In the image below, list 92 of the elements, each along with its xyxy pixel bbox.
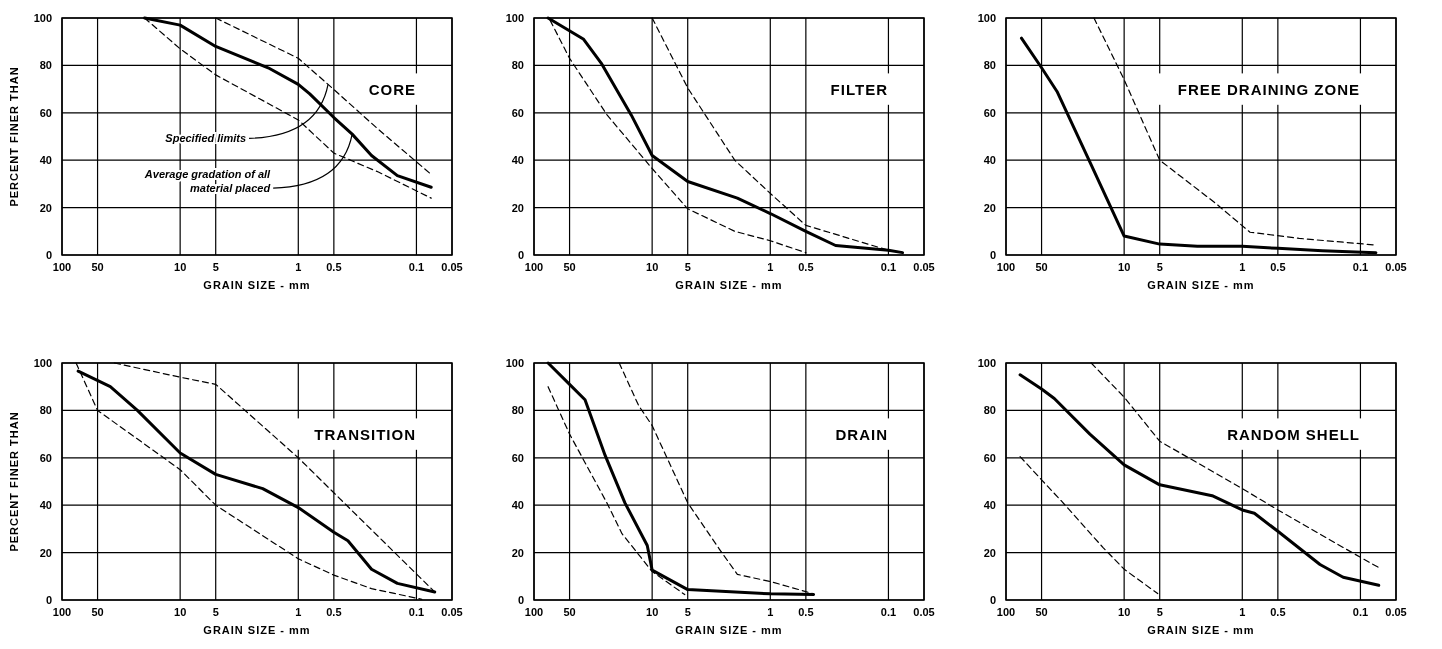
x-tick-label: 1: [295, 261, 302, 273]
x-tick-label: 50: [563, 606, 576, 618]
y-tick-label: 20: [39, 201, 52, 214]
x-tick-label: 50: [91, 261, 104, 273]
x-tick-label: 0.1: [1352, 606, 1369, 618]
x-tick-label: 0.05: [441, 261, 463, 273]
x-tick-label: 1: [767, 606, 774, 618]
x-axis-title: GRAIN SIZE - mm: [1147, 279, 1255, 291]
x-tick-label: 10: [174, 261, 187, 273]
x-tick-label: 0.5: [326, 261, 342, 273]
x-axis-title: GRAIN SIZE - mm: [203, 279, 311, 291]
y-tick-label: 100: [33, 357, 52, 369]
y-tick-label: 100: [977, 357, 996, 369]
y-tick-label: 0: [989, 594, 996, 606]
x-tick-label: 10: [174, 606, 187, 618]
x-tick-label: 1: [1239, 261, 1246, 273]
y-tick-label: 0: [517, 249, 524, 261]
y-tick-label: 40: [983, 499, 996, 512]
x-axis-title: GRAIN SIZE - mm: [203, 624, 311, 636]
y-tick-label: 0: [517, 594, 524, 606]
x-tick-label: 0.5: [326, 606, 342, 618]
x-tick-label: 5: [212, 261, 219, 273]
y-tick-label: 60: [511, 451, 524, 464]
x-axis-title: GRAIN SIZE - mm: [675, 279, 783, 291]
x-tick-label: 5: [212, 606, 219, 618]
x-tick-label: 1: [295, 606, 302, 618]
x-axis-title: GRAIN SIZE - mm: [1147, 624, 1255, 636]
text: RANDOM SHELL: [1227, 426, 1360, 444]
text: DRAIN: [835, 426, 888, 444]
y-tick-label: 40: [39, 154, 52, 167]
x-tick-label: 0.1: [408, 261, 425, 273]
x-tick-label: 50: [563, 261, 576, 273]
y-tick-label: 20: [983, 201, 996, 214]
x-tick-label: 0.5: [798, 261, 814, 273]
y-tick-label: 60: [39, 451, 52, 464]
y-tick-label: 0: [989, 249, 996, 261]
x-tick-label: 0.05: [441, 606, 463, 618]
x-tick-label: 0.5: [1270, 606, 1286, 618]
y-tick-label: 80: [983, 404, 996, 417]
x-tick-label: 5: [1156, 606, 1163, 618]
y-tick-label: 60: [39, 106, 52, 119]
x-tick-label: 0.05: [1385, 261, 1407, 273]
x-tick-label: 10: [1118, 261, 1131, 273]
x-tick-label: 10: [646, 261, 659, 273]
y-tick-label: 40: [39, 499, 52, 512]
y-axis-title: PERCENT FINER THAN: [8, 66, 20, 207]
x-tick-label: 5: [1156, 261, 1163, 273]
x-tick-label: 10: [646, 606, 659, 618]
y-tick-label: 80: [983, 59, 996, 72]
y-tick-label: 20: [983, 546, 996, 559]
x-tick-label: 1: [767, 261, 774, 273]
y-tick-label: 40: [983, 154, 996, 167]
y-tick-label: 0: [45, 249, 52, 261]
y-tick-label: 40: [511, 499, 524, 512]
x-tick-label: 0.1: [408, 606, 425, 618]
x-tick-label: 5: [684, 261, 691, 273]
x-tick-label: 0.5: [1270, 261, 1286, 273]
x-tick-label: 50: [1035, 261, 1048, 273]
text: TRANSITION: [314, 426, 416, 444]
y-tick-label: 20: [511, 546, 524, 559]
x-tick-label: 0.1: [1352, 261, 1369, 273]
text: CORE: [368, 81, 416, 99]
y-tick-label: 20: [39, 546, 52, 559]
x-tick-label: 0.05: [913, 606, 935, 618]
x-tick-label: 0.1: [880, 261, 897, 273]
y-tick-label: 100: [977, 12, 996, 24]
y-tick-label: 60: [983, 451, 996, 464]
y-tick-label: 20: [511, 201, 524, 214]
y-tick-label: 80: [511, 59, 524, 72]
x-tick-label: 10: [1118, 606, 1131, 618]
x-tick-label: 5: [684, 606, 691, 618]
y-tick-label: 100: [505, 357, 524, 369]
y-tick-label: 0: [45, 594, 52, 606]
x-tick-label: 50: [1035, 606, 1048, 618]
x-tick-label: 1: [1239, 606, 1246, 618]
y-tick-label: 60: [983, 106, 996, 119]
x-axis-title: GRAIN SIZE - mm: [675, 624, 783, 636]
y-tick-label: 100: [33, 12, 52, 24]
text: FILTER: [830, 81, 888, 99]
y-axis-title: PERCENT FINER THAN: [8, 411, 20, 552]
y-tick-label: 100: [505, 12, 524, 24]
text: FREE DRAINING ZONE: [1177, 81, 1360, 99]
y-tick-label: 80: [39, 404, 52, 417]
x-tick-label: 50: [91, 606, 104, 618]
y-tick-label: 60: [511, 106, 524, 119]
y-tick-label: 80: [39, 59, 52, 72]
x-tick-label: 0.05: [1385, 606, 1407, 618]
x-tick-label: 0.5: [798, 606, 814, 618]
x-tick-label: 0.1: [880, 606, 897, 618]
y-tick-label: 40: [511, 154, 524, 167]
y-tick-label: 80: [511, 404, 524, 417]
x-tick-label: 0.05: [913, 261, 935, 273]
